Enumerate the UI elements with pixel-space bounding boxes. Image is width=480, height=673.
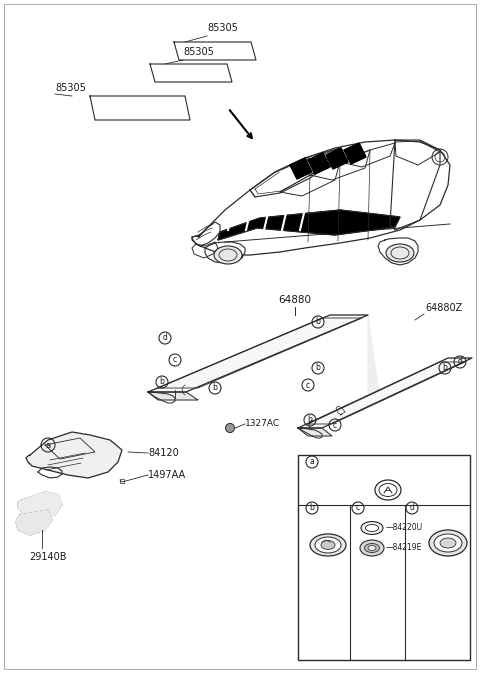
- Ellipse shape: [321, 540, 335, 549]
- Ellipse shape: [360, 540, 384, 556]
- Text: 85305: 85305: [207, 23, 238, 33]
- Text: c: c: [173, 355, 177, 365]
- Ellipse shape: [214, 246, 242, 264]
- Ellipse shape: [368, 546, 376, 551]
- Polygon shape: [16, 510, 52, 535]
- Text: c: c: [356, 503, 360, 513]
- Text: b: b: [315, 363, 321, 372]
- Polygon shape: [218, 210, 400, 240]
- Text: d: d: [457, 357, 462, 367]
- Text: a: a: [46, 441, 50, 450]
- Text: 29140B: 29140B: [29, 552, 67, 562]
- Polygon shape: [326, 148, 348, 169]
- Text: —84220U: —84220U: [386, 524, 423, 532]
- Polygon shape: [298, 358, 472, 428]
- Text: d: d: [409, 503, 414, 513]
- Bar: [298, 455, 470, 660]
- Text: b: b: [443, 363, 447, 372]
- Ellipse shape: [434, 534, 462, 552]
- Text: c: c: [333, 421, 337, 429]
- Text: —84219E: —84219E: [386, 544, 422, 553]
- Polygon shape: [148, 392, 198, 400]
- Text: 85305: 85305: [183, 47, 214, 57]
- Text: 84120: 84120: [148, 448, 179, 458]
- Polygon shape: [18, 492, 62, 518]
- Text: 84147: 84147: [330, 457, 361, 467]
- Text: b: b: [308, 415, 312, 425]
- Polygon shape: [280, 165, 297, 175]
- Polygon shape: [344, 143, 366, 164]
- Text: b: b: [213, 384, 217, 392]
- Text: b: b: [159, 378, 165, 386]
- Ellipse shape: [386, 244, 414, 262]
- Ellipse shape: [84, 458, 92, 462]
- Text: 1327AC: 1327AC: [245, 419, 280, 429]
- Text: c: c: [306, 380, 310, 390]
- Ellipse shape: [310, 534, 346, 556]
- Ellipse shape: [429, 530, 467, 556]
- Text: 85305: 85305: [55, 83, 86, 93]
- Text: 1497AA: 1497AA: [148, 470, 186, 480]
- Text: 1330AA: 1330AA: [325, 503, 363, 513]
- Circle shape: [226, 423, 235, 433]
- Bar: [120, 479, 124, 483]
- Text: b: b: [310, 503, 314, 513]
- Ellipse shape: [440, 538, 456, 548]
- Ellipse shape: [365, 524, 379, 532]
- Text: 84136: 84136: [425, 503, 456, 513]
- Polygon shape: [290, 158, 312, 179]
- Text: 64880: 64880: [278, 295, 312, 305]
- Ellipse shape: [364, 544, 380, 553]
- Ellipse shape: [65, 445, 75, 451]
- Polygon shape: [308, 153, 330, 174]
- Ellipse shape: [361, 522, 383, 534]
- Polygon shape: [148, 315, 368, 392]
- Text: b: b: [315, 318, 321, 326]
- Ellipse shape: [315, 537, 341, 553]
- Text: a: a: [310, 458, 314, 466]
- Polygon shape: [298, 428, 332, 436]
- Polygon shape: [368, 315, 380, 400]
- Ellipse shape: [61, 466, 69, 470]
- Text: 64880Z: 64880Z: [425, 303, 462, 313]
- Text: d: d: [163, 334, 168, 343]
- Polygon shape: [26, 432, 122, 478]
